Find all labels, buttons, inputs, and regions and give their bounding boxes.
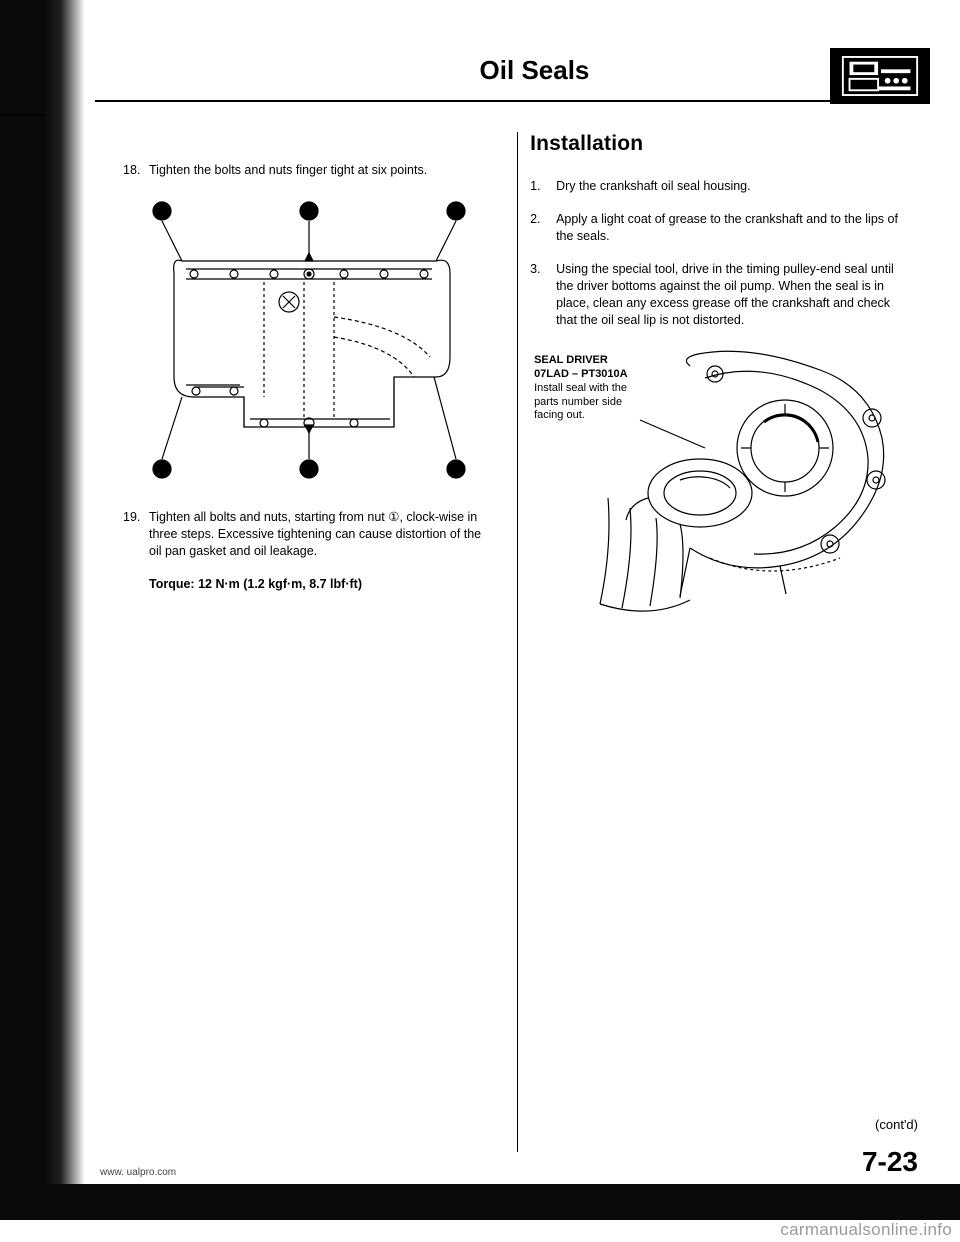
watermark: carmanualsonline.info	[780, 1220, 952, 1240]
page-bottom-edge	[0, 1184, 960, 1220]
step-text: Tighten all bolts and nuts, starting fro…	[149, 509, 495, 560]
step-number: 3.	[530, 261, 556, 329]
svg-text:2: 2	[306, 464, 312, 476]
installation-title: Installation	[530, 130, 912, 158]
seal-driver-figure: SEAL DRIVER 07LAD – PT3010A Install seal…	[530, 348, 912, 648]
step-text: Using the special tool, drive in the tim…	[556, 261, 912, 329]
step-text: Apply a light coat of grease to the cran…	[556, 211, 912, 245]
step-19: 19. Tighten all bolts and nuts, starting…	[123, 509, 495, 560]
header-rule	[95, 100, 930, 102]
oil-pan-figure: 5 1 3	[134, 197, 484, 487]
torque-spec: Torque: 12 N·m (1.2 kgf·m, 8.7 lbf·ft)	[149, 576, 495, 593]
page-header: Oil Seals	[95, 30, 930, 90]
step-18: 18. Tighten the bolts and nuts finger ti…	[123, 162, 495, 179]
step-text: Dry the crankshaft oil seal housing.	[556, 178, 912, 195]
svg-text:4: 4	[453, 464, 459, 476]
continued-label: (cont'd)	[875, 1117, 918, 1132]
right-column: Installation 1. Dry the crankshaft oil s…	[522, 120, 920, 1162]
install-step-1: 1. Dry the crankshaft oil seal housing.	[530, 178, 912, 195]
step-number: 2.	[530, 211, 556, 245]
step-number: 18.	[123, 162, 149, 179]
svg-text:1: 1	[306, 206, 312, 218]
install-step-3: 3. Using the special tool, drive in the …	[530, 261, 912, 329]
page-number: 7-23	[862, 1146, 918, 1178]
svg-text:3: 3	[453, 206, 459, 218]
step-text: Tighten the bolts and nuts finger tight …	[149, 162, 495, 179]
svg-text:5: 5	[159, 206, 165, 218]
footer-source: www. ualpro.com	[100, 1167, 176, 1178]
brand-logo-icon	[830, 48, 930, 104]
left-column: 18. Tighten the bolts and nuts finger ti…	[115, 120, 513, 1162]
rule-stub	[0, 114, 45, 116]
step-number: 1.	[530, 178, 556, 195]
section-title: Oil Seals	[480, 55, 590, 86]
step-number: 19.	[123, 509, 149, 560]
binding-edge	[0, 0, 85, 1220]
install-step-2: 2. Apply a light coat of grease to the c…	[530, 211, 912, 245]
column-divider	[517, 132, 518, 1152]
svg-text:6: 6	[159, 464, 165, 476]
content-columns: 18. Tighten the bolts and nuts finger ti…	[115, 120, 920, 1162]
